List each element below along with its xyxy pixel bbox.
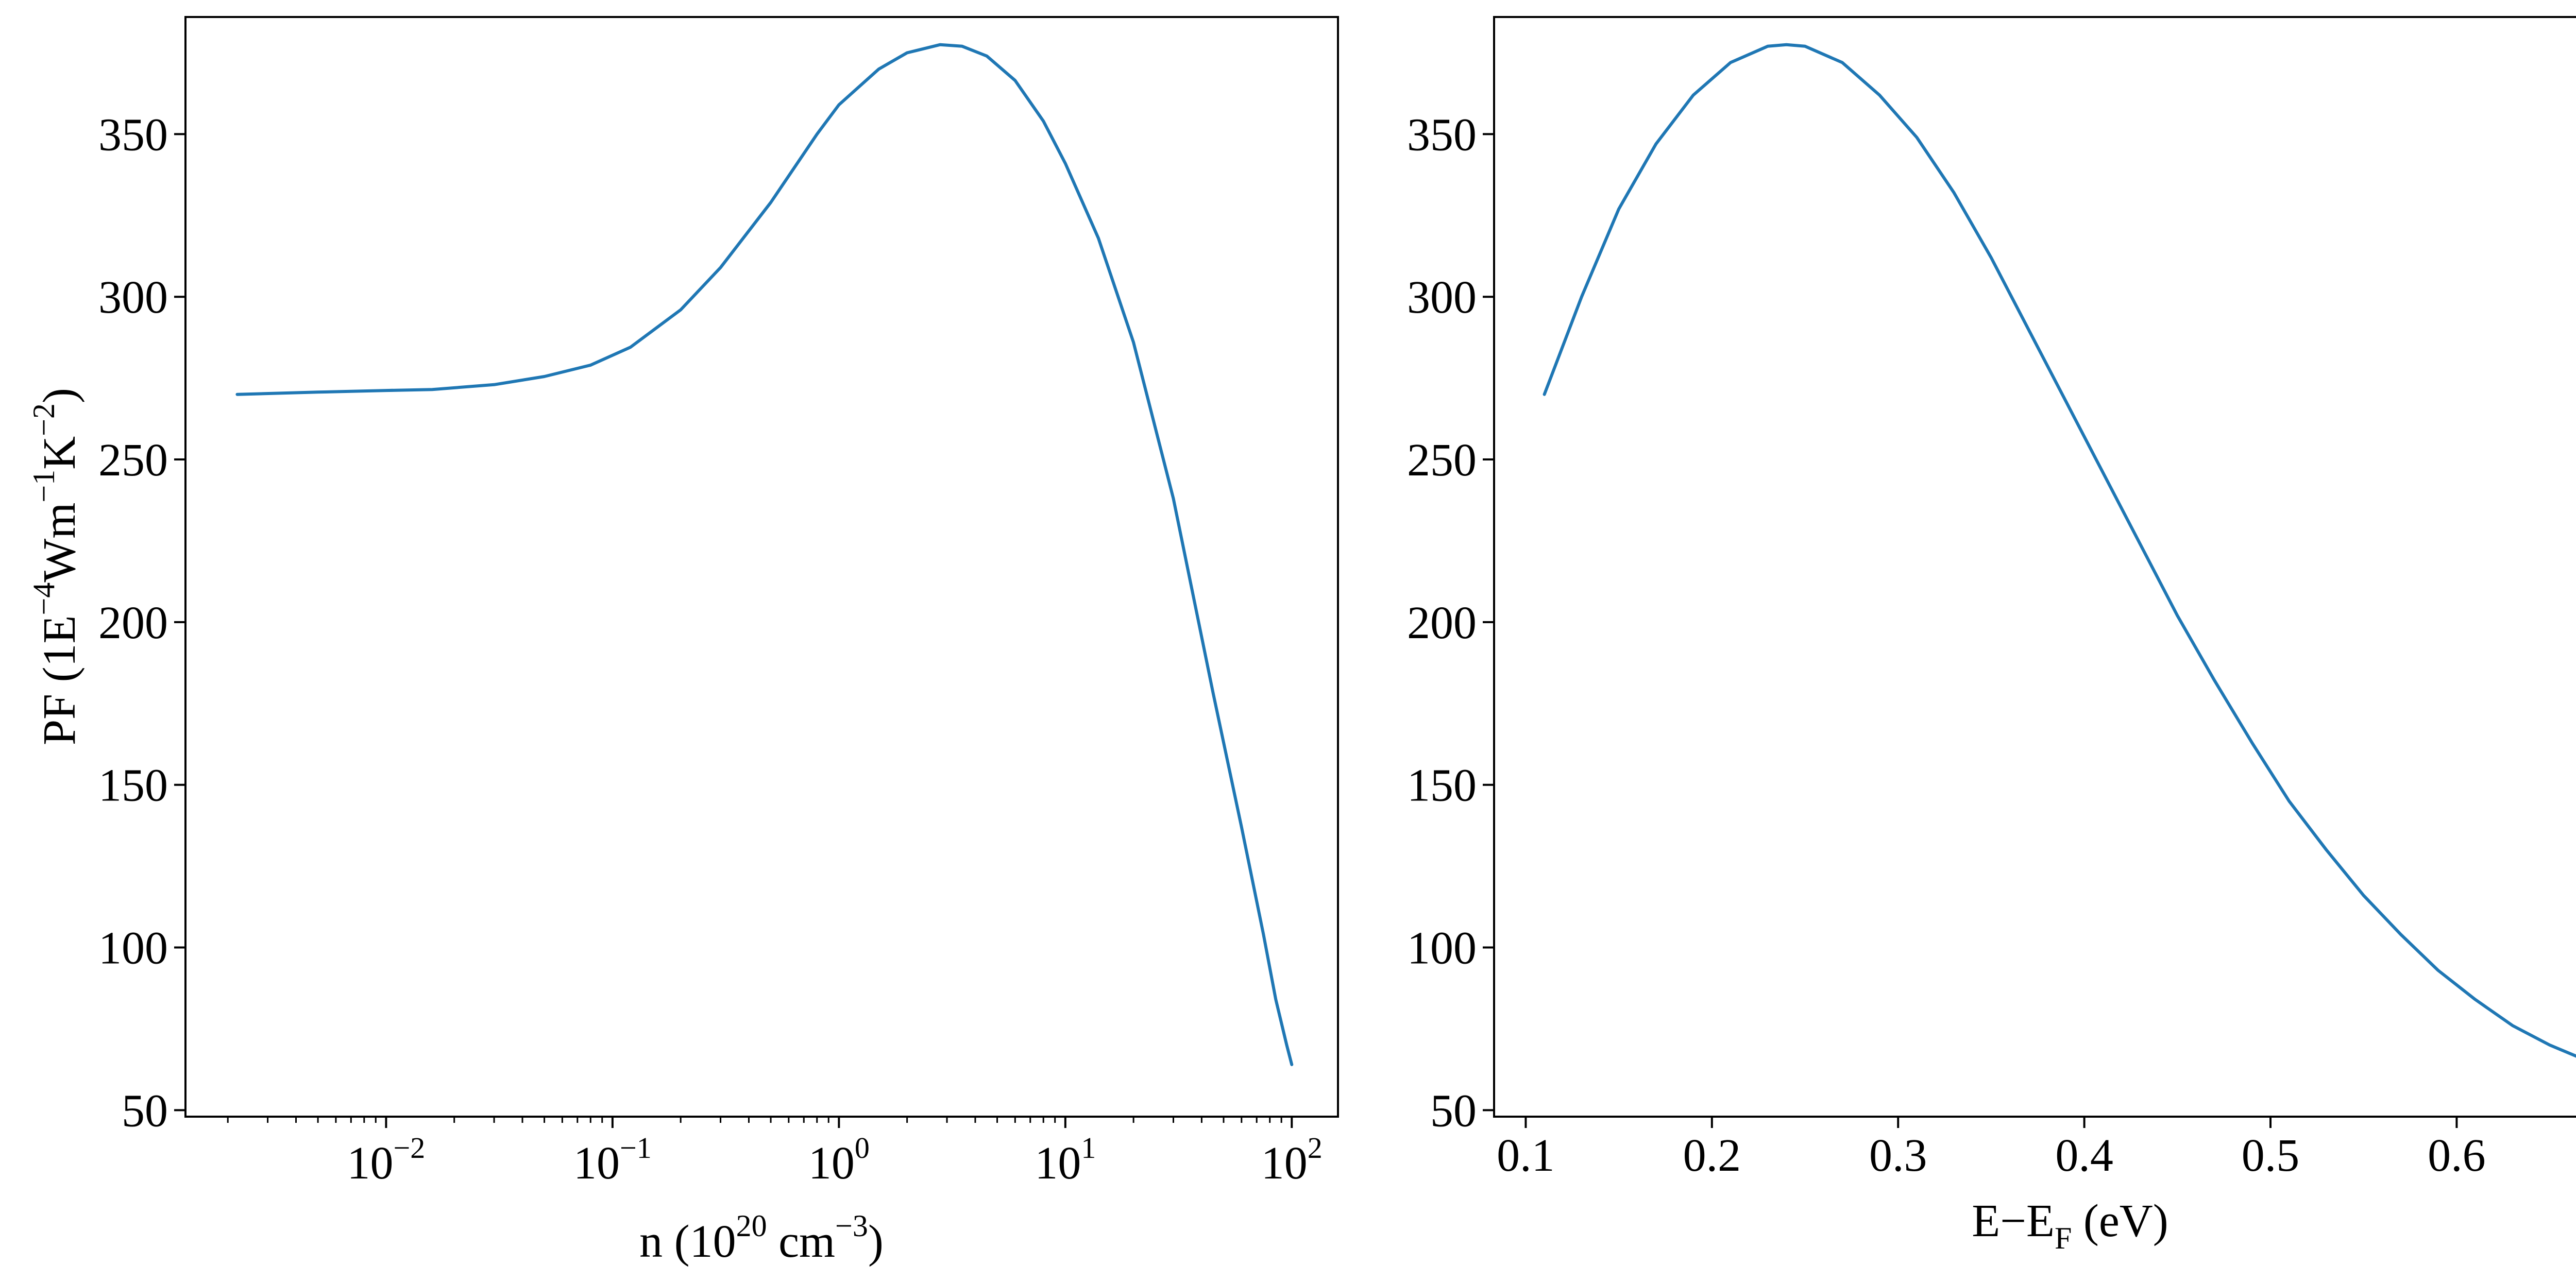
left-y-tick-label: 100 [98, 923, 168, 974]
right-x-tick-label: 0.3 [1869, 1130, 1927, 1181]
left-x-tick-label: 100 [808, 1131, 870, 1189]
left-x-tick-label: 101 [1035, 1131, 1096, 1189]
right-series-line [1543, 43, 2576, 1058]
left-y-tick-label: 300 [98, 272, 168, 323]
right-y-tick-label: 100 [1407, 923, 1477, 974]
left-chart-frame [184, 16, 1339, 1118]
right-y-tick-label: 200 [1407, 597, 1477, 648]
left-y-tick-label: 150 [98, 760, 168, 811]
right-x-tick-label: 0.5 [2242, 1130, 2300, 1181]
left-x-tick-label: 10−2 [347, 1131, 426, 1189]
left-y-axis-label: PF (1E−4Wm−1K−2) [27, 388, 85, 745]
left-y-tick-label: 250 [98, 435, 168, 486]
left-chart-panel: 50 100 150 200 250 300 350 10−2 10−1 100 101 102 n … [27, 16, 1339, 1267]
left-chart-ticks: 50 100 150 200 250 300 350 10−2 10−1 100 101 102 [98, 109, 1323, 1189]
right-y-tick-label: 350 [1407, 109, 1477, 160]
left-y-tick-label: 350 [98, 109, 168, 160]
right-x-tick-label: 0.1 [1497, 1130, 1555, 1181]
left-x-tick-label: 102 [1261, 1131, 1323, 1189]
left-y-tick-label: 50 [122, 1085, 168, 1136]
left-y-tick-label: 200 [98, 597, 168, 648]
right-chart-frame [1493, 16, 2576, 1118]
right-y-tick-label: 300 [1407, 272, 1477, 323]
left-x-tick-label: 10−1 [573, 1131, 652, 1189]
left-chart-marks [235, 43, 1294, 1066]
right-chart-panel: 501001502002503003500.10.20.30.40.50.60.… [1407, 16, 2576, 1255]
left-x-axis-label: n (1020 cm−3) [639, 1209, 884, 1267]
right-y-tick-label: 50 [1430, 1085, 1477, 1136]
right-chart-marks [1543, 43, 2576, 1058]
left-series-line [235, 43, 1294, 1066]
right-x-tick-label: 0.2 [1683, 1130, 1741, 1181]
right-y-tick-label: 150 [1407, 760, 1477, 811]
right-x-axis-label: E−EF (eV) [1972, 1195, 2168, 1255]
right-chart-ticks: 501001502002503003500.10.20.30.40.50.60.… [1407, 109, 2486, 1181]
right-y-tick-label: 250 [1407, 435, 1477, 486]
right-x-tick-label: 0.4 [2055, 1130, 2113, 1181]
right-x-tick-label: 0.6 [2428, 1130, 2486, 1181]
